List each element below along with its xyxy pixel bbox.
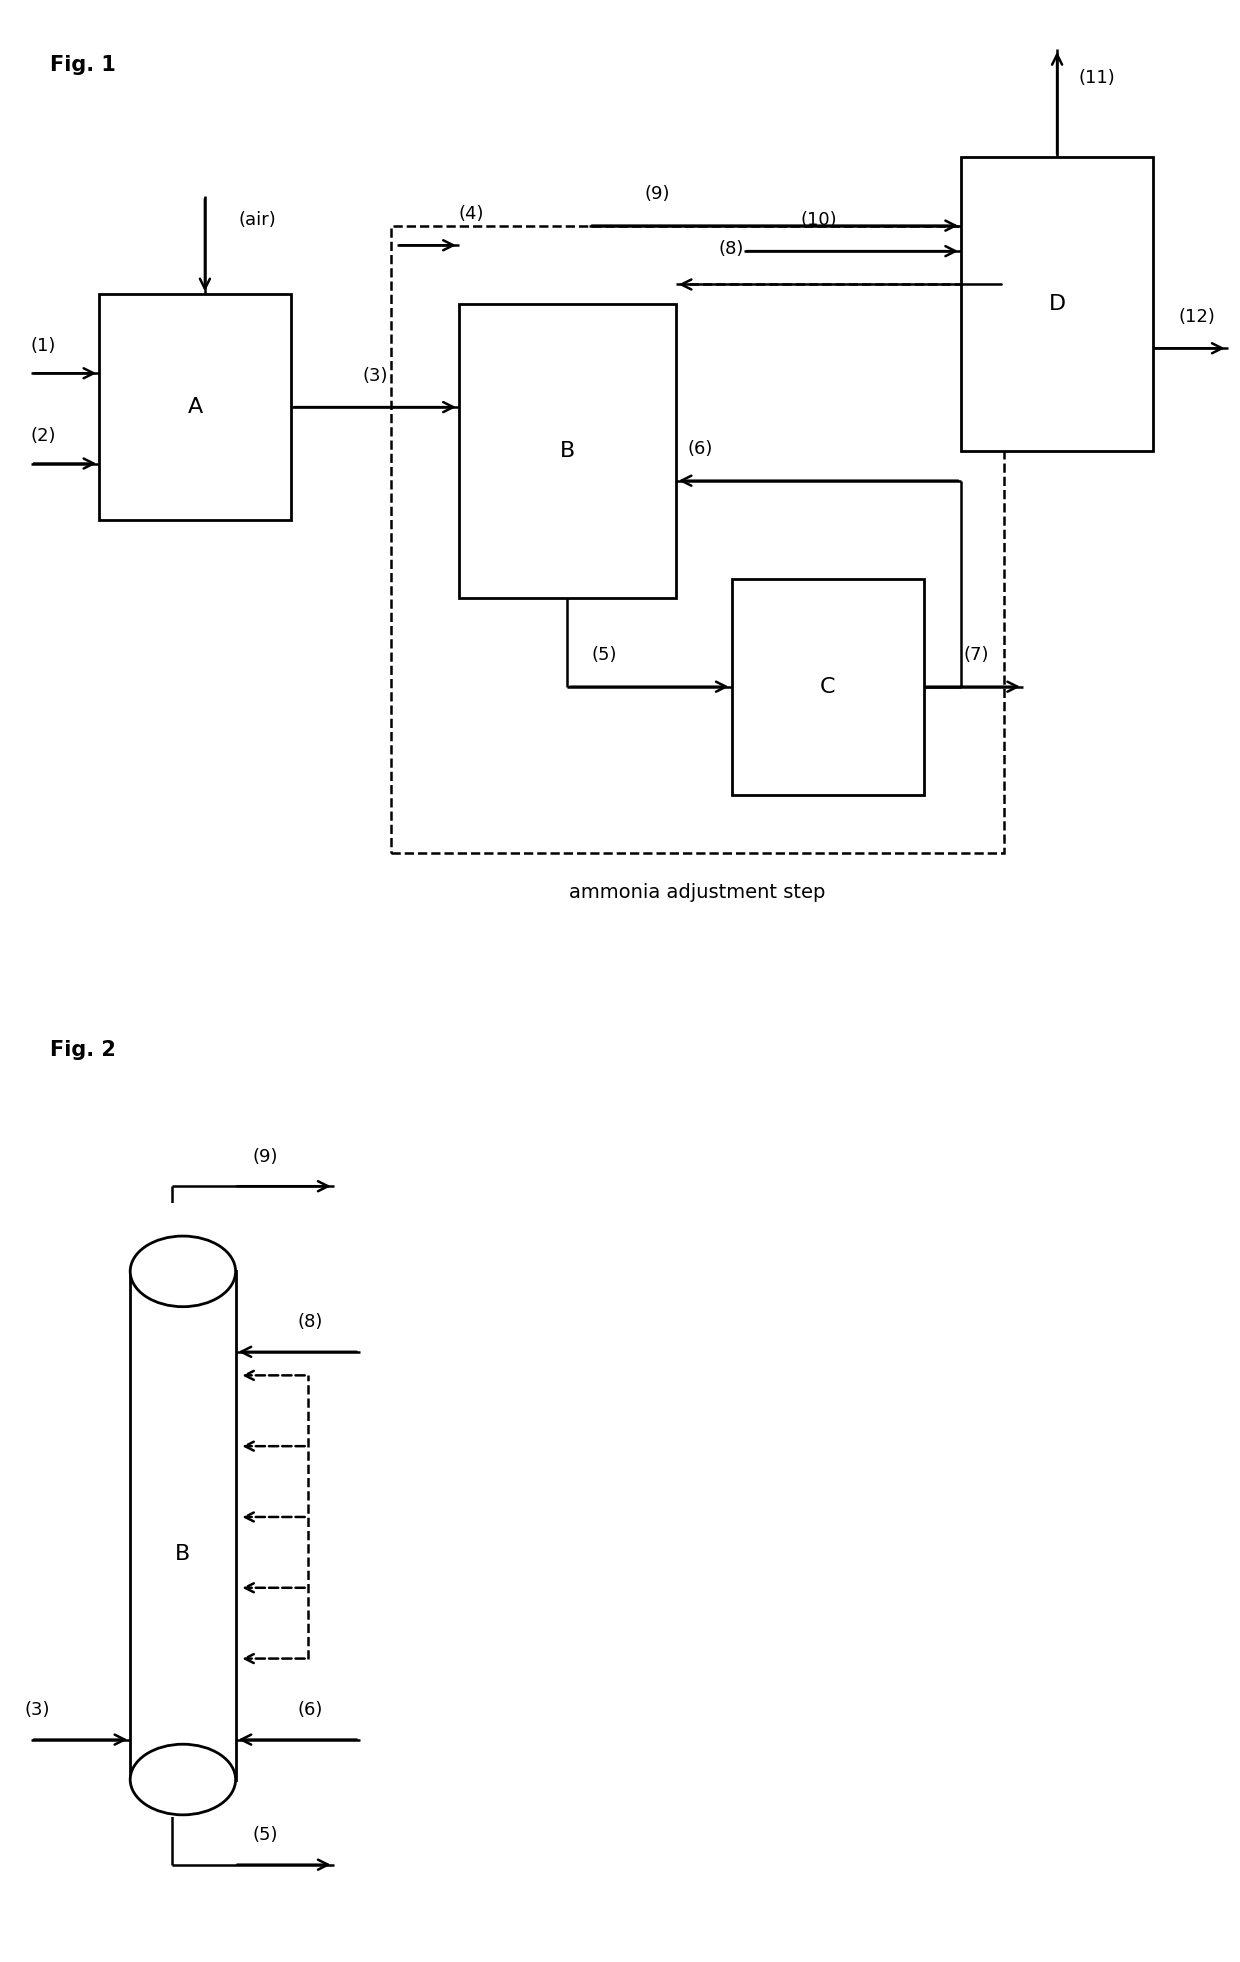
- Text: Fig. 1: Fig. 1: [50, 55, 115, 75]
- Text: A: A: [187, 396, 203, 418]
- Bar: [99, 294, 291, 520]
- Text: B: B: [175, 1544, 191, 1564]
- Text: ammonia adjustment step: ammonia adjustment step: [569, 883, 826, 903]
- Text: (air): (air): [238, 210, 275, 230]
- Text: (8): (8): [719, 239, 744, 259]
- Text: (12): (12): [1178, 308, 1215, 326]
- Ellipse shape: [130, 1236, 236, 1307]
- Bar: [459, 304, 676, 598]
- Bar: [732, 579, 924, 795]
- Bar: [130, 1271, 236, 1780]
- Bar: [391, 226, 1004, 853]
- Bar: [961, 157, 1153, 451]
- Text: (4): (4): [459, 204, 484, 224]
- Text: D: D: [1049, 294, 1065, 314]
- Text: C: C: [820, 677, 836, 697]
- Text: (10): (10): [800, 210, 837, 230]
- Text: (9): (9): [645, 184, 670, 204]
- Text: (6): (6): [688, 439, 713, 459]
- Text: B: B: [559, 441, 575, 461]
- Text: (5): (5): [591, 645, 618, 665]
- Text: (5): (5): [253, 1827, 278, 1844]
- Text: (7): (7): [963, 645, 988, 665]
- Text: (3): (3): [362, 367, 388, 385]
- Text: (8): (8): [298, 1313, 322, 1332]
- Text: Fig. 2: Fig. 2: [50, 1040, 115, 1059]
- Text: (3): (3): [25, 1701, 50, 1719]
- Text: (1): (1): [31, 337, 56, 355]
- Bar: [133, 1746, 233, 1817]
- Text: (2): (2): [31, 428, 56, 445]
- Bar: [133, 1203, 233, 1273]
- Text: (9): (9): [253, 1148, 278, 1165]
- Ellipse shape: [130, 1744, 236, 1815]
- Text: (6): (6): [298, 1701, 322, 1719]
- Text: (11): (11): [1079, 69, 1115, 88]
